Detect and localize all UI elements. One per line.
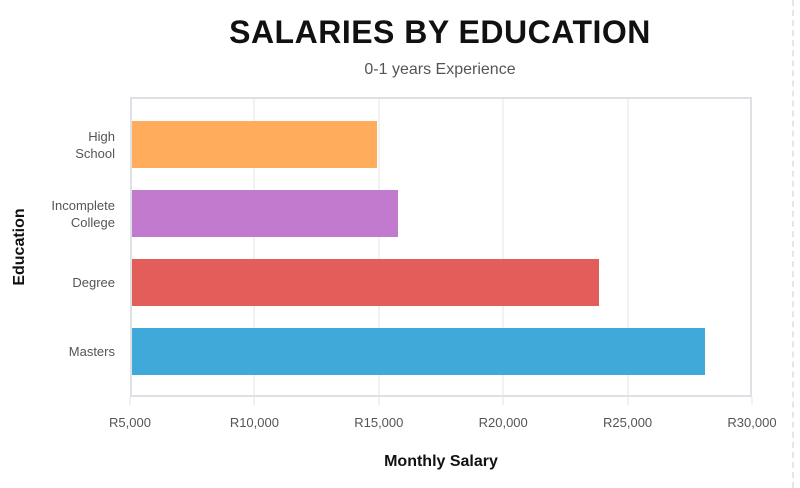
x-tick-label: R15,000 — [354, 415, 404, 430]
y-axis-title: Education — [11, 208, 28, 286]
chart-title: SALARIES BY EDUCATION — [229, 14, 651, 50]
y-tick-label: Masters — [68, 344, 115, 359]
x-tick-label: R25,000 — [603, 415, 653, 430]
gridline — [502, 99, 505, 395]
x-tick-label: R10,000 — [229, 415, 279, 430]
x-tick-label: R30,000 — [727, 415, 777, 430]
x-tick-label: R5,000 — [109, 415, 151, 430]
y-tick-label: High School — [75, 128, 115, 161]
bar-degree[interactable] — [132, 259, 599, 306]
gridline — [253, 99, 256, 395]
x-tick-mark — [129, 397, 131, 405]
bar-masters[interactable] — [132, 328, 706, 375]
x-tick-mark — [253, 397, 256, 405]
y-tick-label: Degree — [72, 275, 115, 290]
chart-subtitle: 0-1 years Experience — [364, 61, 516, 78]
dashed-divider — [792, 0, 794, 488]
y-tick-label: Incomplete College — [51, 197, 115, 230]
plot-area — [130, 97, 752, 397]
x-tick-mark — [751, 397, 753, 405]
bar-incomplete-college[interactable] — [132, 190, 399, 237]
x-tick-mark — [502, 397, 505, 405]
gridline — [377, 99, 380, 395]
x-axis-title: Monthly Salary — [384, 453, 498, 470]
bar-high-school[interactable] — [132, 121, 378, 168]
gridline — [626, 99, 629, 395]
x-tick-label: R20,000 — [478, 415, 528, 430]
x-tick-mark — [377, 397, 380, 405]
x-tick-mark — [626, 397, 629, 405]
